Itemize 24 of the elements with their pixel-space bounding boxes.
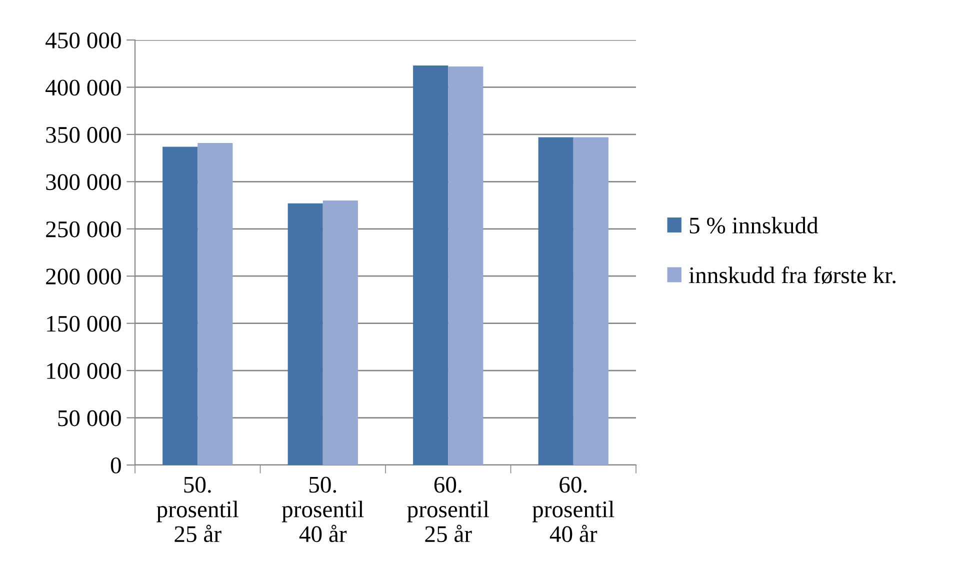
- y-tick-label: 150 000: [47, 316, 121, 332]
- y-tick-label: 50 000: [58, 410, 121, 426]
- bar: [162, 146, 198, 465]
- y-tick-label: 450 000: [46, 32, 121, 48]
- legend-label: 5 % innskudd: [690, 216, 818, 234]
- y-tick-label: 200 000: [46, 268, 121, 285]
- y-tick-label: 350 000: [46, 126, 121, 143]
- bar: [322, 200, 358, 465]
- x-tick-label: 60. prosentil 25 år: [407, 476, 489, 542]
- y-tick-label: 0: [110, 457, 121, 474]
- bar: [448, 66, 484, 465]
- x-tick-label: 50. prosentil 25 år: [156, 476, 238, 542]
- y-tick-label: 400 000: [46, 80, 121, 96]
- bar: [413, 66, 448, 465]
- x-tick-label: 50. prosentil 40 år: [282, 476, 364, 542]
- legend-label: innskudd fra første kr.: [689, 266, 896, 284]
- y-tick-label: 300 000: [46, 174, 121, 190]
- x-tick-label: 60. prosentil 40 år: [532, 476, 614, 542]
- y-tick-label: 100 000: [47, 363, 121, 379]
- bar: [573, 137, 608, 465]
- bar: [288, 203, 323, 465]
- bar: [198, 142, 233, 465]
- bar: [538, 137, 574, 465]
- y-tick-label: 250 000: [46, 221, 121, 238]
